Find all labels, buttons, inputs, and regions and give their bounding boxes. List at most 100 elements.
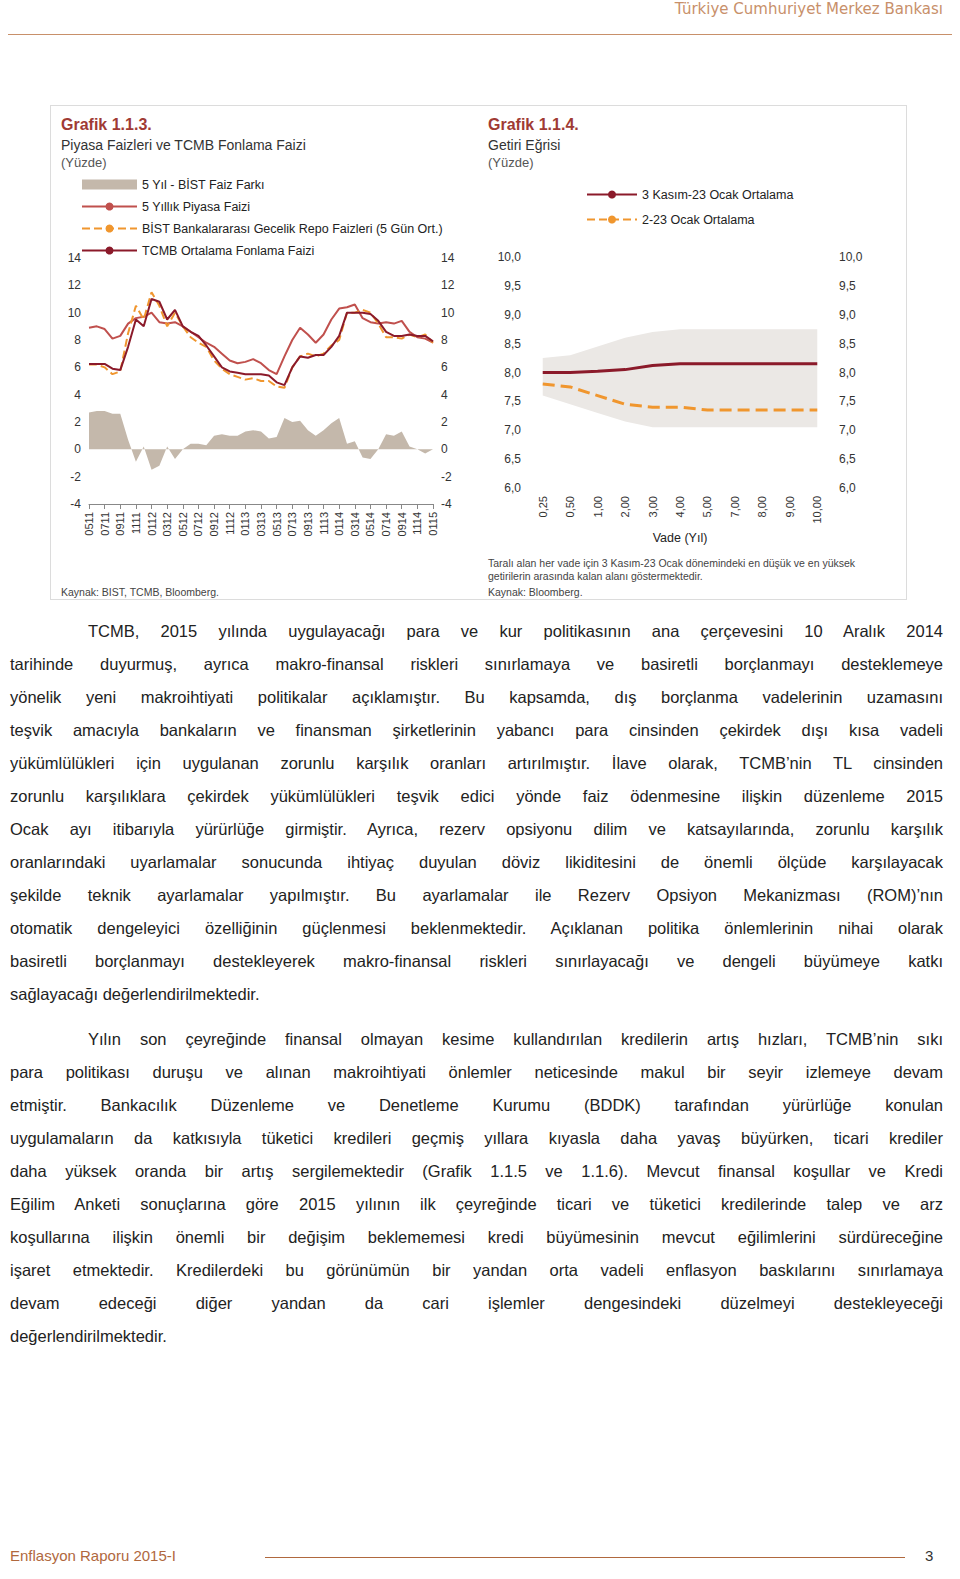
html-text:Yılın son çeyreğinde finansal: Yılın son çeyreğinde finansal olmayan ke… [88, 1030, 943, 1048]
svg-text:5 Yıllık Piyasa Faizi: 5 Yıllık Piyasa Faizi [142, 200, 250, 214]
svg-text:6: 6 [74, 360, 81, 374]
html-text:sağlayacağı değerlendirilmekte: sağlayacağı değerlendirilmektedir. [10, 985, 260, 1003]
svg-text:10,0: 10,0 [839, 250, 863, 264]
html-text:TCMB, 2015 yılında uygulayacağ: TCMB, 2015 yılında uygulayacağı para ve … [88, 622, 943, 640]
svg-text:0112: 0112 [146, 512, 158, 536]
svg-text:9,5: 9,5 [839, 279, 856, 293]
svg-text:10: 10 [68, 306, 82, 320]
svg-text:10: 10 [441, 306, 455, 320]
svg-text:-4: -4 [441, 497, 452, 511]
html-text:oranlarındaki uyarlamalar sonu: oranlarındaki uyarlamalar sonucunda ihti… [10, 853, 943, 871]
html-text:Eğilim Anketi sonuçlarına göre: Eğilim Anketi sonuçlarına göre 2015 yılı… [10, 1195, 943, 1213]
html-text:otomatik dengeleyici özelliğin: otomatik dengeleyici özelliğinin güçlenm… [10, 919, 943, 937]
svg-text:6,5: 6,5 [504, 452, 521, 466]
svg-text:6,0: 6,0 [839, 481, 856, 495]
svg-text:0113: 0113 [239, 512, 251, 536]
svg-text:5 Yıl - BİST Faiz Farkı: 5 Yıl - BİST Faiz Farkı [142, 178, 265, 192]
html-text:daha yüksek oranda bir artış s: daha yüksek oranda bir artış sergilemekt… [10, 1162, 943, 1180]
svg-text:6,0: 6,0 [504, 481, 521, 495]
svg-text:-4: -4 [70, 497, 81, 511]
svg-text:8,0: 8,0 [839, 366, 856, 380]
svg-text:1112: 1112 [224, 512, 236, 535]
svg-text:1114: 1114 [411, 512, 423, 535]
svg-text:12: 12 [441, 278, 455, 292]
svg-text:8,0: 8,0 [504, 366, 521, 380]
html-text:etmiştir. Bankacılık Düzenleme: etmiştir. Bankacılık Düzenleme ve Denetl… [10, 1096, 943, 1114]
svg-text:0713: 0713 [286, 512, 298, 536]
svg-text:8,5: 8,5 [504, 337, 521, 351]
svg-text:0512: 0512 [177, 512, 189, 536]
svg-text:0914: 0914 [396, 512, 408, 536]
svg-text:7,0: 7,0 [504, 423, 521, 437]
svg-text:0513: 0513 [271, 512, 283, 536]
html-text:şekilde teknik ayarlamalar yap: şekilde teknik ayarlamalar yapılmıştır. … [10, 886, 943, 904]
svg-text:9,5: 9,5 [504, 279, 521, 293]
svg-text:0114: 0114 [333, 512, 345, 536]
svg-text:7,5: 7,5 [504, 394, 521, 408]
svg-text:8: 8 [441, 333, 448, 347]
svg-text:1113: 1113 [318, 512, 330, 535]
html-text:tarihinde duyurmuş, ayrıca mak: tarihinde duyurmuş, ayrıca makro-finansa… [10, 655, 943, 673]
html-text:Ocak ayı itibarıyla yürürlüğe: Ocak ayı itibarıyla yürürlüğe girmiştir.… [10, 820, 943, 838]
svg-text:0913: 0913 [302, 512, 314, 536]
html-text:zorunlu karşılıklara çekirdek: zorunlu karşılıklara çekirdek yükümlülük… [10, 787, 943, 805]
svg-text:0514: 0514 [364, 512, 376, 536]
svg-text:14: 14 [441, 251, 455, 265]
svg-text:0511: 0511 [83, 512, 95, 536]
svg-text:0314: 0314 [349, 512, 361, 536]
svg-text:3 Kasım-23 Ocak Ortalama: 3 Kasım-23 Ocak Ortalama [642, 188, 793, 202]
svg-text:0: 0 [74, 442, 81, 456]
svg-text:6,5: 6,5 [839, 452, 856, 466]
svg-text:4: 4 [441, 388, 448, 402]
svg-text:8,5: 8,5 [839, 337, 856, 351]
svg-text:0115: 0115 [427, 512, 439, 536]
svg-text:0: 0 [441, 442, 448, 456]
html-text:Taralı alan her vade için 3 Ka: Taralı alan her vade için 3 Kasım-23 Oca… [488, 557, 856, 582]
svg-text:-2: -2 [70, 470, 81, 484]
svg-text:Vade (Yıl): Vade (Yıl) [653, 531, 708, 545]
svg-text:10,00: 10,00 [811, 496, 823, 524]
html-text:yükümlülükleri için uygulanan: yükümlülükleri için uygulanan zorunlu ka… [10, 754, 943, 772]
svg-text:0711: 0711 [99, 512, 111, 536]
svg-text:1111: 1111 [130, 512, 142, 534]
html-text:uygulamaların da katkısıyla tü: uygulamaların da katkısıyla tüketici kre… [10, 1129, 943, 1147]
svg-text:0911: 0911 [114, 512, 126, 536]
html-text:koşullarına ilişkin önemli bir: koşullarına ilişkin önemli bir değişim b… [10, 1228, 943, 1246]
svg-text:8: 8 [74, 333, 81, 347]
svg-text:9,0: 9,0 [839, 308, 856, 322]
svg-text:0,25: 0,25 [537, 496, 549, 517]
svg-text:0714: 0714 [380, 512, 392, 536]
svg-text:BİST Bankalararası Gecelik Rep: BİST Bankalararası Gecelik Repo Faizleri… [142, 222, 443, 236]
svg-text:7,00: 7,00 [729, 496, 741, 517]
svg-text:2,00: 2,00 [619, 496, 631, 517]
svg-text:7,0: 7,0 [839, 423, 856, 437]
svg-text:5,00: 5,00 [701, 496, 713, 517]
svg-text:4,00: 4,00 [674, 496, 686, 517]
svg-text:10,0: 10,0 [498, 250, 522, 264]
svg-text:2: 2 [74, 415, 81, 429]
html-text:para politikası duruşu ve alın: para politikası duruşu ve alınan makroih… [10, 1063, 943, 1081]
html-text:Türkiye Cumhuriyet Merkez Bank: Türkiye Cumhuriyet Merkez Bankası [674, 0, 943, 18]
svg-text:7,5: 7,5 [839, 394, 856, 408]
html-text:yönelik yeni makroihtiyati pol: yönelik yeni makroihtiyati politikalar a… [10, 688, 943, 706]
svg-text:6: 6 [441, 360, 448, 374]
svg-text:12: 12 [68, 278, 82, 292]
svg-text:0312: 0312 [161, 512, 173, 536]
svg-text:8,00: 8,00 [756, 496, 768, 517]
svg-text:-2: -2 [441, 470, 452, 484]
svg-text:TCMB Ortalama Fonlama Faizi: TCMB Ortalama Fonlama Faizi [142, 244, 314, 258]
svg-text:2: 2 [441, 415, 448, 429]
svg-text:9,00: 9,00 [784, 496, 796, 517]
svg-text:1,00: 1,00 [592, 496, 604, 517]
html-text:basiretli borçlanmayı destekle: basiretli borçlanmayı destekleyerek makr… [10, 952, 943, 970]
svg-text:9,0: 9,0 [504, 308, 521, 322]
svg-text:14: 14 [68, 251, 82, 265]
svg-text:0,50: 0,50 [564, 496, 576, 517]
svg-text:4: 4 [74, 388, 81, 402]
svg-text:0712: 0712 [192, 512, 204, 536]
html-text:teşvik amacıyla bankaların ve: teşvik amacıyla bankaların ve finansman … [10, 721, 943, 739]
svg-text:0313: 0313 [255, 512, 267, 536]
svg-text:3,00: 3,00 [647, 496, 659, 517]
svg-text:0912: 0912 [208, 512, 220, 536]
svg-text:2-23 Ocak Ortalama: 2-23 Ocak Ortalama [642, 213, 755, 227]
